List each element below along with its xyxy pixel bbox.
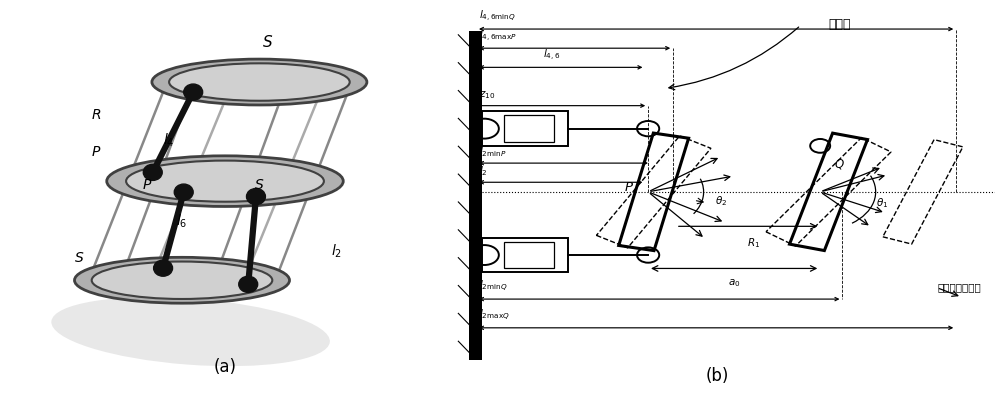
Ellipse shape bbox=[92, 261, 272, 299]
Text: $P$: $P$ bbox=[91, 145, 101, 159]
Circle shape bbox=[184, 84, 203, 100]
Text: $Q$: $Q$ bbox=[834, 157, 845, 171]
Text: (a): (a) bbox=[214, 358, 237, 376]
Text: $l_6$: $l_6$ bbox=[176, 213, 188, 230]
Circle shape bbox=[174, 184, 193, 200]
Circle shape bbox=[239, 276, 258, 292]
Text: $l_2$: $l_2$ bbox=[479, 164, 488, 178]
Text: $a_0$: $a_0$ bbox=[728, 277, 740, 288]
Text: 动平台轴向位移: 动平台轴向位移 bbox=[937, 282, 981, 292]
Text: $l_{2\mathrm{min}P}$: $l_{2\mathrm{min}P}$ bbox=[479, 145, 506, 158]
Bar bbox=[504, 242, 554, 269]
Text: $z_{10}$: $z_{10}$ bbox=[479, 89, 495, 101]
Text: $l_{4,6\mathrm{max}P}$: $l_{4,6\mathrm{max}P}$ bbox=[479, 28, 517, 43]
Text: $\theta_1$: $\theta_1$ bbox=[876, 196, 888, 210]
Ellipse shape bbox=[74, 257, 290, 303]
Text: $R_1$: $R_1$ bbox=[747, 236, 760, 250]
Text: $l_{2\mathrm{max}Q}$: $l_{2\mathrm{max}Q}$ bbox=[479, 308, 510, 323]
Text: $R$: $R$ bbox=[91, 108, 101, 122]
Circle shape bbox=[154, 260, 173, 276]
Circle shape bbox=[143, 164, 162, 180]
Text: $l_2$: $l_2$ bbox=[331, 242, 342, 260]
Text: $S$: $S$ bbox=[74, 251, 84, 265]
Text: $\theta_2$: $\theta_2$ bbox=[715, 195, 727, 208]
Bar bbox=[469, 31, 482, 360]
Text: $P$: $P$ bbox=[624, 181, 634, 194]
Bar bbox=[482, 111, 568, 146]
Text: $l_{4,6\mathrm{min}Q}$: $l_{4,6\mathrm{min}Q}$ bbox=[479, 9, 516, 24]
Bar bbox=[482, 238, 568, 272]
Text: (b): (b) bbox=[706, 367, 729, 385]
Ellipse shape bbox=[51, 297, 330, 366]
Text: $l_{2\mathrm{min}Q}$: $l_{2\mathrm{min}Q}$ bbox=[479, 279, 507, 294]
Text: 动平台: 动平台 bbox=[828, 18, 851, 31]
Ellipse shape bbox=[107, 156, 343, 206]
Ellipse shape bbox=[126, 160, 324, 202]
Ellipse shape bbox=[152, 59, 367, 105]
Bar bbox=[504, 115, 554, 142]
Text: $S$: $S$ bbox=[262, 34, 274, 49]
Circle shape bbox=[246, 188, 265, 205]
Text: $S$: $S$ bbox=[254, 178, 265, 192]
Text: $l_{4,6}$: $l_{4,6}$ bbox=[543, 47, 560, 63]
Text: $P$: $P$ bbox=[142, 178, 153, 192]
Ellipse shape bbox=[169, 63, 350, 101]
Text: $l_4$: $l_4$ bbox=[163, 132, 175, 150]
